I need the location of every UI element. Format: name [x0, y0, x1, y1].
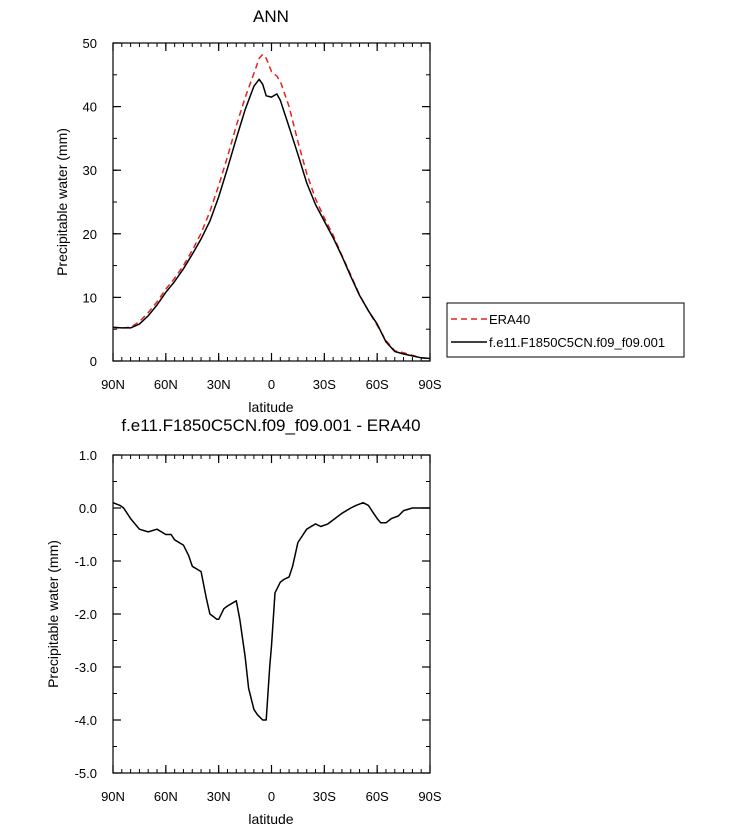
chart-1-series-line-0: [113, 53, 431, 360]
chart-2-x-tick-label: 0: [268, 789, 275, 804]
chart-2-xlabel: latitude: [248, 811, 293, 827]
chart-2-y-tick-label: -1.0: [75, 554, 97, 569]
chart-2-y-tick-label: -3.0: [75, 660, 97, 675]
chart-1-plot-frame: [112, 42, 431, 362]
chart-1-x-tick-label: 60N: [154, 377, 178, 392]
chart-2-x-tick-label: 90N: [101, 789, 125, 804]
chart-2-ylabel: Precipitable water (mm): [45, 540, 61, 688]
chart-1-x-tick-label: 30S: [313, 377, 336, 392]
chart-1-y-tick-label: 10: [83, 290, 97, 305]
chart-1-y-tick-label: 20: [83, 227, 97, 242]
chart-2-y-tick-label: 0.0: [79, 501, 97, 516]
chart-1-y-tick-label: 50: [83, 36, 97, 51]
chart-1-y-tick-label: 40: [83, 100, 97, 115]
chart-1-title: ANN: [253, 7, 289, 26]
chart-1-ylabel: Precipitable water (mm): [54, 128, 70, 276]
chart-1-x-tick-label: 90N: [101, 377, 125, 392]
chart-2-plot-frame: [112, 454, 431, 774]
chart-2-x-tick-label: 30S: [313, 789, 336, 804]
chart-1-series-line-1: [112, 78, 431, 360]
chart-1-y-tick-label: 0: [90, 354, 97, 369]
chart-2-x-tick-label: 30N: [207, 789, 231, 804]
chart-1-x-tick-label: 30N: [207, 377, 231, 392]
chart-2-title: f.e11.F1850C5CN.f09_f09.001 - ERA40: [121, 416, 420, 435]
chart-1-y-tick-label: 30: [83, 163, 97, 178]
chart-2-series-line-0: [112, 501, 430, 721]
chart-1-x-tick-label: 90S: [418, 377, 441, 392]
legend-box: [446, 302, 685, 358]
chart-2-y-tick-label: 1.0: [79, 448, 97, 463]
chart-2-y-tick-label: -4.0: [75, 713, 97, 728]
chart-2-x-tick-label: 90S: [418, 789, 441, 804]
legend-label-era40: ERA40: [489, 312, 530, 327]
chart-2-y-tick-label: -5.0: [75, 766, 97, 781]
chart-2-y-tick-label: -2.0: [75, 607, 97, 622]
chart-2-x-tick-label: 60N: [154, 789, 178, 804]
chart-1-legend: ERA40 f.e11.F1850C5CN.f09_f09.001: [446, 302, 685, 358]
legend-label-model: f.e11.F1850C5CN.f09_f09.001: [489, 335, 665, 350]
chart-1-x-tick-label: 60S: [366, 377, 389, 392]
chart-1-x-tick-label: 0: [268, 377, 275, 392]
chart-1-xlabel: latitude: [248, 399, 293, 415]
chart-2-x-tick-label: 60S: [366, 789, 389, 804]
